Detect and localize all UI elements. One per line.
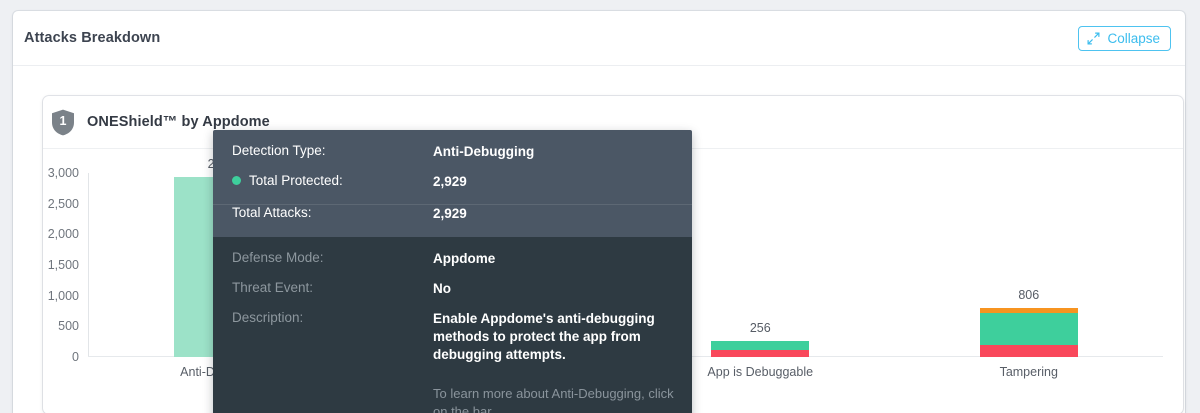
x-axis-tick-label: Tampering bbox=[895, 365, 1164, 379]
tooltip-row: Description:Enable Appdome's anti-debugg… bbox=[213, 310, 692, 363]
collapse-arrows-icon bbox=[1087, 32, 1100, 45]
module-title: ONEShield™ by Appdome bbox=[87, 114, 270, 130]
bar-segment[interactable] bbox=[711, 341, 809, 350]
tooltip-detail-section: Defense Mode:AppdomeThreat Event:NoDescr… bbox=[213, 237, 692, 413]
bar-tooltip: Detection Type:Anti-DebuggingTotal Prote… bbox=[213, 130, 692, 413]
module-badge-number: 1 bbox=[51, 109, 75, 133]
shield-icon: 1 bbox=[51, 109, 75, 136]
bar-stack[interactable] bbox=[711, 341, 809, 357]
y-axis-tick-label: 2,000 bbox=[48, 227, 79, 241]
card-header: Attacks Breakdown Collapse bbox=[13, 11, 1185, 66]
tooltip-summary-section: Detection Type:Anti-DebuggingTotal Prote… bbox=[213, 130, 692, 237]
legend-dot-icon bbox=[232, 176, 241, 185]
tooltip-row: Threat Event:No bbox=[213, 280, 692, 300]
y-axis-tick-label: 1,000 bbox=[48, 289, 79, 303]
tooltip-row-value: 2,929 bbox=[433, 173, 467, 191]
tooltip-row-value: No bbox=[433, 280, 451, 298]
tooltip-row-value: Appdome bbox=[433, 250, 495, 268]
tooltip-row-key: Total Attacks: bbox=[232, 205, 433, 220]
tooltip-footer-text: To learn more about Anti-Debugging, clic… bbox=[433, 385, 676, 413]
y-axis-tick-label: 500 bbox=[58, 319, 79, 333]
bar-slot[interactable]: 806Tampering bbox=[895, 173, 1164, 357]
tooltip-row: Defense Mode:Appdome bbox=[213, 250, 692, 270]
y-axis-tick-label: 1,500 bbox=[48, 258, 79, 272]
tooltip-row-key: Description: bbox=[232, 310, 433, 325]
tooltip-row-key: Total Protected: bbox=[232, 173, 433, 188]
screen: Attacks Breakdown Collapse bbox=[0, 0, 1200, 413]
bar-stack[interactable] bbox=[980, 308, 1078, 357]
collapse-button[interactable]: Collapse bbox=[1078, 26, 1171, 51]
bar-segment[interactable] bbox=[711, 350, 809, 357]
tooltip-row-value: Enable Appdome's anti-debugging methods … bbox=[433, 310, 676, 363]
collapse-button-label: Collapse bbox=[1107, 31, 1160, 46]
y-axis-tick-label: 2,500 bbox=[48, 197, 79, 211]
tooltip-row-key: Defense Mode: bbox=[232, 250, 433, 265]
bar-value-label: 806 bbox=[895, 288, 1164, 302]
tooltip-row-key: Detection Type: bbox=[232, 143, 433, 158]
tooltip-row: Total Protected:2,929 bbox=[213, 173, 692, 193]
y-axis-tick-label: 3,000 bbox=[48, 166, 79, 180]
bar-segment[interactable] bbox=[980, 313, 1078, 345]
tooltip-row-value: 2,929 bbox=[433, 205, 467, 223]
tooltip-row-value: Anti-Debugging bbox=[433, 143, 534, 161]
page-title: Attacks Breakdown bbox=[24, 30, 160, 46]
tooltip-row: Detection Type:Anti-Debugging bbox=[213, 143, 692, 163]
tooltip-row-key: Threat Event: bbox=[232, 280, 433, 295]
tooltip-footer: To learn more about Anti-Debugging, clic… bbox=[213, 385, 692, 413]
bar-segment[interactable] bbox=[980, 345, 1078, 357]
y-axis-tick-label: 0 bbox=[72, 350, 79, 364]
tooltip-row: Total Attacks:2,929 bbox=[213, 205, 692, 225]
